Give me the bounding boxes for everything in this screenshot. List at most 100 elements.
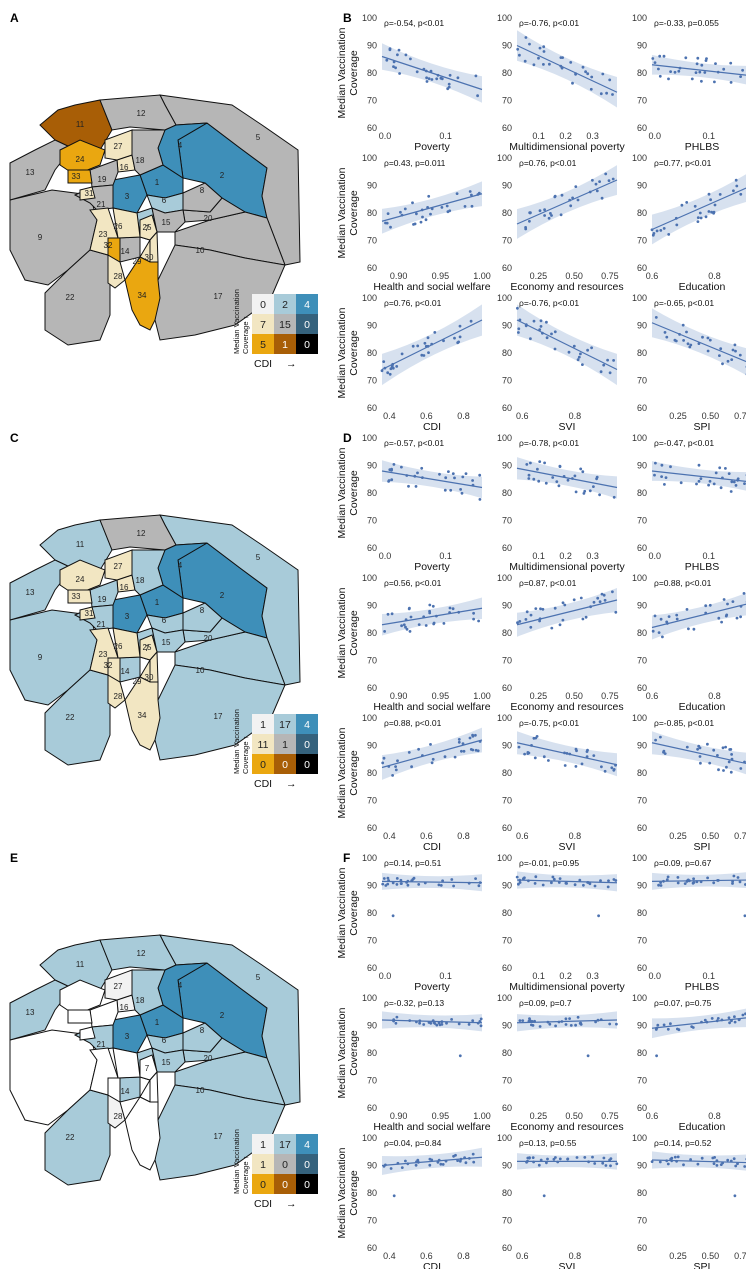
y-tick-label: 70: [637, 1216, 647, 1226]
data-point: [468, 736, 472, 740]
data-point: [405, 474, 409, 477]
data-point: [608, 1022, 612, 1026]
data-point: [399, 210, 402, 214]
data-point: [726, 1158, 730, 1162]
data-point: [537, 479, 541, 483]
data-point: [583, 1156, 587, 1159]
legend-e-ylabel-2: Coverage ↑: [241, 1156, 250, 1194]
data-point: [527, 879, 530, 883]
data-point: [387, 765, 391, 768]
data-point: [407, 484, 410, 488]
map-e-region-label-7: 7: [145, 1064, 150, 1073]
map-a-region-label-30: 30: [145, 253, 154, 262]
data-point: [537, 1163, 541, 1167]
data-point: [539, 325, 543, 328]
data-point: [429, 212, 432, 216]
data-point: [728, 748, 732, 751]
data-point: [665, 878, 669, 882]
data-point: [529, 625, 533, 629]
data-point: [674, 339, 678, 343]
map-a-region-27: [104, 129, 133, 161]
data-point: [675, 613, 679, 617]
map-e-region-label-22: 22: [66, 1133, 75, 1142]
data-point: [404, 625, 407, 629]
legend-a-count-2-1: 1: [282, 339, 288, 351]
y-tick-label: 80: [637, 1188, 647, 1198]
y-axis-title-line2: Coverage: [348, 750, 360, 796]
data-point: [662, 227, 666, 230]
map-e-region-3: [112, 1014, 148, 1054]
data-point: [396, 759, 399, 763]
data-point: [612, 359, 615, 362]
data-point: [395, 883, 399, 886]
data-point: [653, 614, 657, 618]
data-point: [729, 770, 733, 774]
data-point: [733, 1020, 737, 1024]
y-tick-label: 90: [637, 41, 647, 51]
data-point: [408, 606, 411, 610]
data-point: [581, 470, 585, 474]
data-point: [426, 206, 429, 209]
data-point: [571, 81, 574, 85]
data-point: [460, 749, 463, 753]
data-point: [392, 65, 395, 68]
data-point: [690, 77, 694, 81]
data-point: [413, 222, 417, 226]
scatter-b-9: 60 70 80 90 100 0.25 0.50 0.75 SPI ρ=-0.65, p<0.0…: [632, 293, 746, 433]
y-tick-label: 60: [502, 543, 512, 553]
data-point: [685, 608, 689, 611]
data-point: [555, 480, 559, 483]
data-point: [654, 738, 657, 742]
data-point: [399, 882, 403, 885]
x-tick-label: 0.0: [379, 971, 392, 981]
correlation-annotation: ρ=0.56, p<0.01: [384, 578, 442, 588]
data-point: [382, 1164, 386, 1168]
map-c-region-label-22: 22: [66, 713, 75, 722]
data-point: [733, 1194, 737, 1198]
correlation-annotation: ρ=-0.76, p<0.01: [519, 18, 579, 28]
trend-line: [516, 879, 618, 884]
legend-a-count-2-0: 5: [260, 339, 266, 351]
data-point: [564, 1023, 568, 1026]
data-point: [568, 198, 572, 202]
map-e-region-32: [107, 1077, 121, 1103]
y-tick-label: 80: [367, 1048, 377, 1058]
trend-line: [381, 607, 483, 626]
data-point: [696, 216, 700, 220]
map-e-region-22: [44, 1089, 111, 1186]
data-point: [719, 347, 723, 351]
x-tick-label: 0.25: [669, 831, 687, 841]
data-point: [524, 36, 528, 39]
map-a-region-22: [44, 249, 111, 346]
data-point: [526, 751, 530, 754]
y-tick-label: 60: [502, 403, 512, 413]
data-point: [718, 193, 722, 196]
legend-c-cell-1-0: [252, 734, 274, 754]
map-e-region-26: [112, 1047, 141, 1079]
data-point: [707, 483, 710, 487]
data-point: [400, 352, 404, 356]
data-point: [418, 1021, 421, 1025]
y-tick-label: 70: [502, 1216, 512, 1226]
data-point: [408, 630, 412, 633]
data-point: [392, 1194, 396, 1198]
y-tick-label: 90: [502, 881, 512, 891]
data-point: [547, 759, 550, 762]
data-point: [584, 70, 587, 74]
y-tick-label: 60: [367, 403, 377, 413]
correlation-annotation: ρ=-0.78, p<0.01: [519, 438, 579, 448]
y-tick-label: 90: [367, 1021, 377, 1031]
data-point: [425, 76, 428, 80]
data-point: [612, 768, 616, 772]
data-point: [610, 766, 614, 770]
data-point: [581, 617, 585, 621]
data-point: [710, 1017, 714, 1020]
data-point: [600, 765, 603, 769]
data-point: [456, 1159, 459, 1162]
data-point: [575, 1156, 579, 1159]
map-c-region-label-31: 31: [85, 609, 94, 618]
data-point: [412, 876, 416, 880]
data-point: [411, 201, 414, 205]
